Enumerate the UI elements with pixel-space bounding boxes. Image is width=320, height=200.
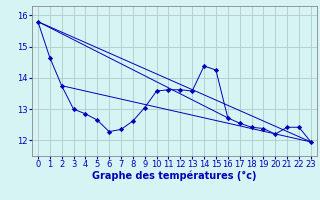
X-axis label: Graphe des températures (°c): Graphe des températures (°c)	[92, 171, 257, 181]
